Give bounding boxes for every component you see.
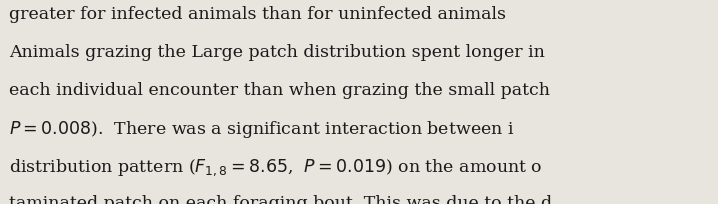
Text: Animals grazing the Large patch distribution spent longer in: Animals grazing the Large patch distribu… bbox=[9, 44, 544, 61]
Text: greater for infected animals than for uninfected animals: greater for infected animals than for un… bbox=[9, 6, 505, 23]
Text: distribution pattern ($F_{1,8} = 8.65$,  $P = 0.019$) on the amount o: distribution pattern ($F_{1,8} = 8.65$, … bbox=[9, 157, 542, 178]
Text: each individual encounter than when grazing the small patch: each individual encounter than when graz… bbox=[9, 82, 549, 99]
Text: taminated patch on each foraging bout. This was due to the d: taminated patch on each foraging bout. T… bbox=[9, 195, 551, 204]
Text: $P = 0.008$).  There was a significant interaction between i: $P = 0.008$). There was a significant in… bbox=[9, 119, 514, 140]
